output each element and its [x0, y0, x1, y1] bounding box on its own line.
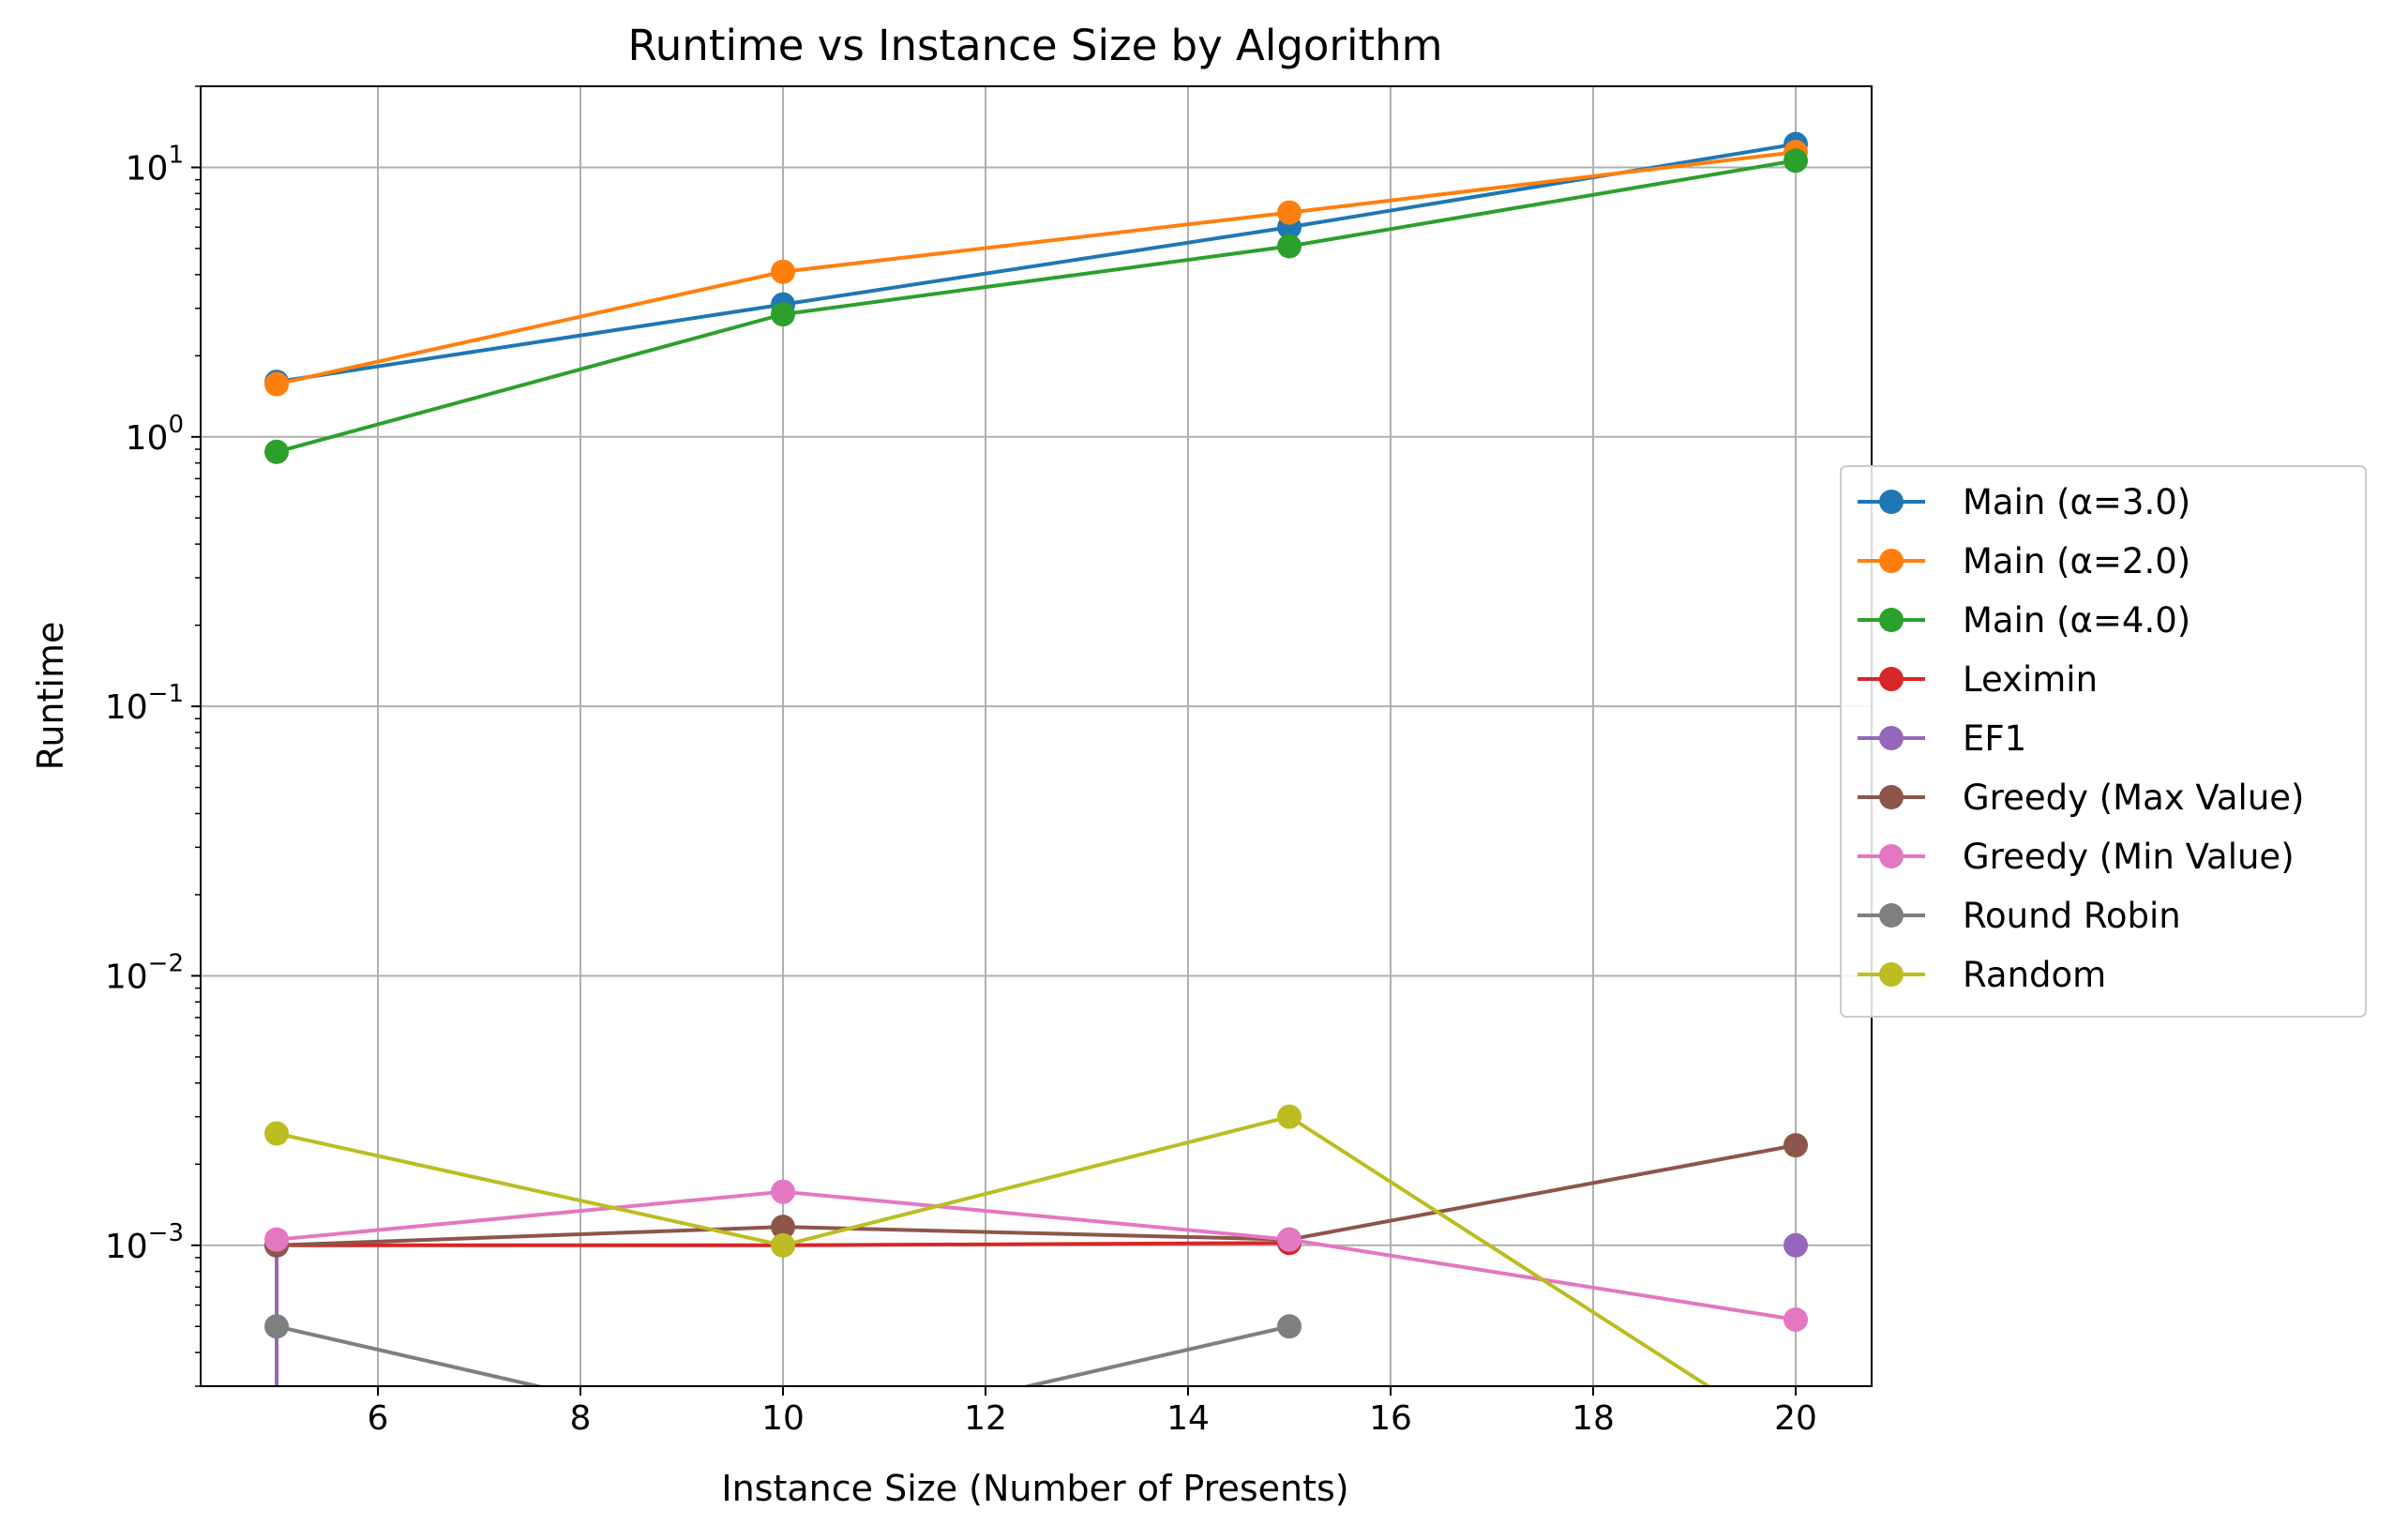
y-axis-title: Runtime [30, 622, 71, 771]
legend-item: Greedy (Min Value) [1858, 837, 2295, 877]
y-tick-exponent: −1 [148, 680, 184, 708]
y-tick-base: 10 [126, 419, 169, 458]
data-point [1783, 1306, 1808, 1332]
y-tick-base: 10 [126, 149, 169, 188]
legend-item: EF1 [1858, 718, 2026, 759]
y-tick-label: 101 [126, 141, 184, 188]
y-tick-exponent: 0 [168, 411, 184, 439]
x-tick-label: 12 [964, 1399, 1007, 1438]
legend-swatch-marker [1879, 726, 1904, 750]
series-line [276, 142, 1797, 385]
data-point [1277, 234, 1302, 259]
y-tick-exponent: 1 [168, 141, 184, 169]
legend-swatch-marker [1879, 549, 1904, 573]
series-line [276, 1324, 1290, 1386]
legend-swatch-marker [1879, 844, 1904, 868]
legend-swatch-marker [1879, 903, 1904, 928]
series-line [276, 159, 1797, 454]
x-tick-label: 6 [368, 1399, 389, 1438]
series-2 [264, 148, 1808, 464]
data-point [771, 1215, 795, 1240]
legend-item: Main (α=4.0) [1858, 600, 2190, 641]
legend-item: Random [1858, 955, 2106, 995]
legend-swatch-marker [1879, 490, 1904, 514]
legend-swatch-marker [1879, 962, 1904, 987]
series-7 [264, 1314, 1302, 1386]
legend-label: Round Robin [1963, 896, 2181, 936]
data-point [771, 302, 795, 327]
y-tick-base: 10 [105, 958, 148, 996]
legend-label: Main (α=2.0) [1963, 541, 2190, 581]
y-tick-exponent: −2 [148, 949, 184, 977]
series-line [276, 150, 1797, 386]
legend-label: Random [1963, 955, 2106, 995]
data-point [1277, 1227, 1302, 1252]
x-tick-label: 8 [570, 1399, 592, 1438]
series-layer [264, 131, 1808, 1386]
series-line [276, 1114, 1712, 1386]
data-point [264, 1314, 289, 1339]
y-tick-base: 10 [105, 688, 148, 727]
legend-label: EF1 [1963, 718, 2026, 759]
x-tick-label: 14 [1166, 1399, 1210, 1438]
legend-label: Greedy (Min Value) [1963, 837, 2295, 877]
data-point [771, 1179, 795, 1204]
y-tick-label: 10−3 [105, 1219, 184, 1266]
legend-label: Main (α=3.0) [1963, 482, 2190, 522]
y-tick-base: 10 [105, 1228, 148, 1266]
legend-swatch-marker [1879, 608, 1904, 632]
legend: Main (α=3.0) Main (α=2.0) Main (α=4.0) Lexi… [1840, 465, 2367, 1018]
x-tick-label: 20 [1774, 1399, 1817, 1438]
legend-swatch-marker [1879, 667, 1904, 691]
y-tick-label: 100 [126, 411, 184, 458]
legend-box [1840, 465, 2367, 1018]
data-point [264, 371, 289, 397]
data-point [1277, 200, 1302, 225]
data-point [264, 1121, 289, 1146]
data-point [1783, 1133, 1808, 1158]
x-axis-title: Instance Size (Number of Presents) [721, 1468, 1348, 1509]
data-point [1783, 1232, 1808, 1258]
data-point [264, 439, 289, 464]
data-point [1277, 1104, 1302, 1129]
series-line [276, 1143, 1797, 1247]
legend-item: Greedy (Max Value) [1858, 778, 2304, 818]
data-point [1783, 148, 1808, 174]
data-point [771, 259, 795, 284]
x-tick-label: 16 [1369, 1399, 1412, 1438]
legend-item: Main (α=2.0) [1858, 541, 2190, 581]
legend-item: Round Robin [1858, 896, 2181, 936]
legend-item: Main (α=3.0) [1858, 482, 2190, 522]
x-tick-label: 10 [761, 1399, 805, 1438]
y-tick-label: 10−1 [105, 680, 184, 727]
data-point [771, 1232, 795, 1258]
legend-swatch-marker [1879, 785, 1904, 809]
data-point [264, 1227, 289, 1252]
legend-item: Leximin [1858, 659, 2098, 700]
y-tick-exponent: −3 [148, 1219, 184, 1247]
legend-label: Main (α=4.0) [1963, 600, 2190, 641]
series-8 [264, 1104, 1712, 1386]
legend-label: Leximin [1963, 659, 2098, 700]
chart-title: Runtime vs Instance Size by Algorithm [628, 21, 1443, 70]
legend-label: Greedy (Max Value) [1963, 778, 2304, 818]
x-tick-label: 18 [1572, 1399, 1615, 1438]
data-point [1277, 1314, 1302, 1339]
y-tick-label: 10−2 [105, 949, 184, 996]
series-1 [264, 140, 1808, 397]
